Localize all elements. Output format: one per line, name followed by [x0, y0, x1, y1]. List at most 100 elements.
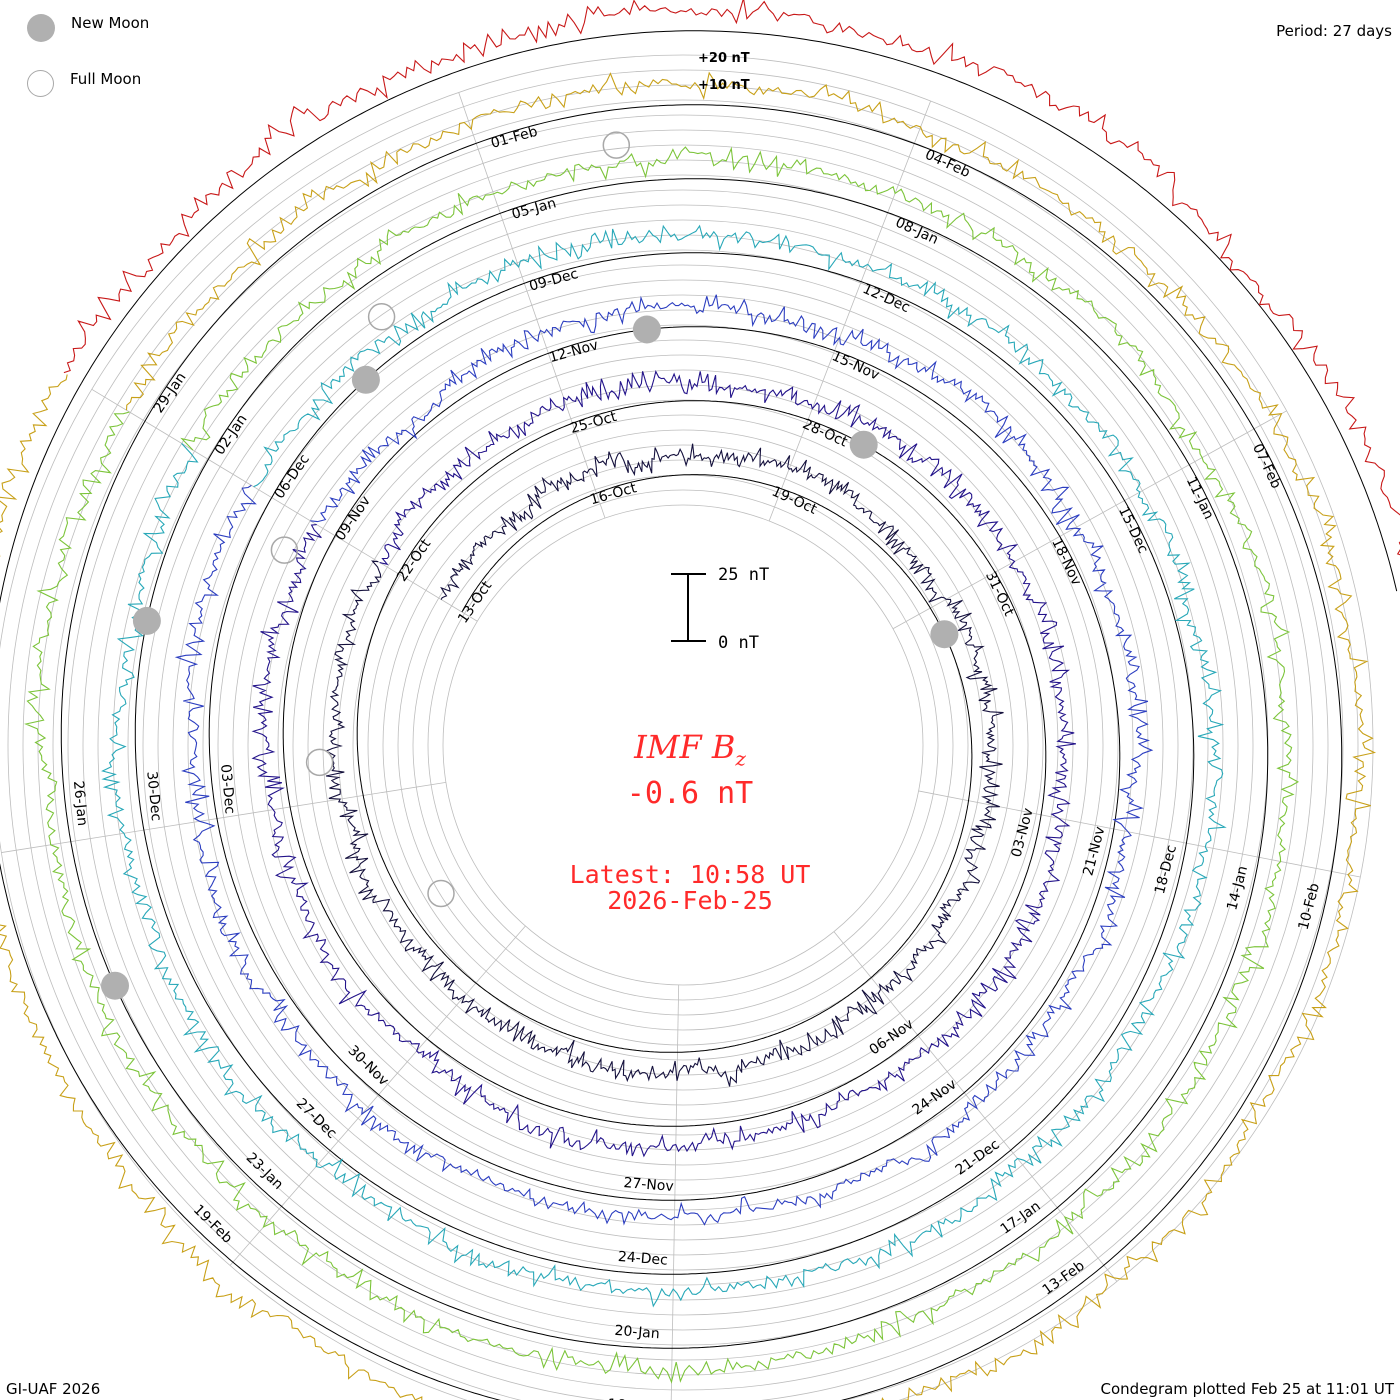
grid-spoke [670, 984, 680, 1400]
date-label: 10-Feb [1296, 881, 1323, 931]
grid-ring [397, 459, 969, 1031]
grid-ring [142, 204, 1224, 1286]
full-moon-icon [27, 70, 54, 97]
new-moon-marker [632, 315, 661, 344]
grid-layer [0, 54, 1374, 1400]
new-moon-marker [849, 430, 878, 459]
trace-cycle-2 [251, 369, 1076, 1158]
moon-layer [101, 131, 959, 1000]
trace-cycle-6 [0, 71, 1377, 1400]
ring-label-20: +20 nT [698, 51, 750, 66]
date-label: 03-Dec [217, 763, 238, 814]
grid-ring [427, 489, 939, 1001]
chart-title-main: IMF B [634, 728, 736, 766]
latest-date: 2026-Feb-25 [607, 886, 773, 915]
grid-ring [82, 144, 1284, 1346]
date-label: 04-Feb [922, 147, 972, 181]
date-label: 24-Dec [617, 1249, 668, 1269]
chart-title: IMF Bz [500, 728, 880, 770]
grid-spoke [918, 790, 1361, 878]
ring-scale: +20 nT +10 nT [698, 51, 750, 93]
baseline-cycle-3 [208, 326, 1121, 1201]
date-label: 25-Oct [569, 409, 620, 437]
date-label: 31-Oct [982, 569, 1017, 619]
date-label: 27-Nov [623, 1175, 674, 1195]
legend-new-moon-label: New Moon [71, 14, 150, 32]
legend-full-moon: Full Moon [27, 70, 141, 97]
grid-spoke [768, 100, 931, 522]
new-moon-marker [101, 971, 129, 1000]
date-label: 06-Dec [271, 452, 312, 502]
trace-cycle-3 [174, 294, 1154, 1226]
grid-ring [307, 369, 1059, 1121]
grid-ring [0, 54, 1374, 1400]
grid-ring [382, 444, 984, 1046]
grid-ring [292, 354, 1074, 1136]
grid-spoke [229, 925, 526, 1266]
full-moon-marker [427, 879, 455, 908]
grid-ring [322, 384, 1044, 1106]
chart-title-sub: z [735, 746, 746, 771]
date-label: 28-Oct [800, 416, 850, 450]
date-label: 30-Dec [143, 771, 164, 822]
ring-label-10: +10 nT [698, 78, 750, 93]
date-label: 18-Nov [1048, 536, 1084, 588]
trace-cycle-1 [325, 443, 1004, 1087]
grid-ring [22, 84, 1344, 1400]
latest-time: Latest: 10:58 UT [569, 860, 811, 889]
legend-new-moon: New Moon [27, 14, 149, 42]
date-label: 19-Feb [190, 1202, 235, 1247]
grid-ring [262, 324, 1104, 1166]
full-moon-marker [305, 748, 334, 777]
grid-spoke [91, 388, 478, 622]
baseline-cycle-4 [134, 252, 1195, 1275]
grid-ring [157, 219, 1209, 1271]
full-moon-marker [602, 131, 631, 159]
plotted-label: Condegram plotted Feb 25 at 11:01 UT [1100, 1380, 1394, 1398]
new-moon-marker [930, 620, 959, 649]
grid-ring [442, 504, 924, 986]
date-label: 29-Jan [151, 370, 190, 416]
grid-spoke [1, 782, 446, 853]
date-label: 16-Feb [607, 1396, 656, 1400]
grid-ring [232, 294, 1134, 1196]
new-moon-icon [27, 14, 55, 42]
date-label: 07-Feb [1249, 441, 1284, 491]
grid-ring [37, 99, 1329, 1391]
grid-spoke [458, 92, 606, 519]
date-label: 18-Dec [1152, 843, 1180, 895]
date-label: 13-Oct [455, 578, 495, 627]
baseline-cycle-1 [356, 474, 973, 1053]
grid-ring [187, 249, 1179, 1241]
full-moon-marker [367, 303, 396, 331]
trace-cycle-7 [63, 0, 1400, 556]
baseline-cycle-5 [60, 178, 1269, 1349]
baseline-cycle-2 [282, 400, 1047, 1127]
grid-ring [112, 174, 1254, 1316]
legend-full-moon-label: Full Moon [70, 69, 142, 88]
grid-ring [127, 189, 1239, 1301]
full-moon-marker [270, 536, 299, 564]
date-label: 20-Jan [614, 1323, 660, 1342]
trace-cycle-5 [24, 146, 1300, 1384]
period-label: Period: 27 days [1276, 22, 1392, 40]
date-label: 12-Dec [860, 281, 912, 316]
grid-ring [352, 414, 1014, 1076]
date-label: 27-Dec [293, 1095, 340, 1141]
date-label: 02-Jan [212, 412, 251, 458]
grid-ring [247, 309, 1119, 1181]
date-label: 22-Oct [394, 536, 434, 585]
date-label: 23-Jan [243, 1150, 286, 1193]
grid-ring [172, 234, 1194, 1256]
grid-ring [7, 69, 1359, 1400]
current-value: -0.6 nT [626, 776, 754, 811]
scale-bottom-label: 0 nT [718, 633, 759, 653]
grid-ring [67, 129, 1299, 1361]
date-label: 30-Nov [345, 1043, 392, 1090]
date-label: 09-Dec [528, 266, 580, 295]
date-label: 12-Nov [547, 337, 600, 366]
date-label: 24-Nov [910, 1076, 960, 1118]
scale-top-label: 25 nT [718, 565, 769, 585]
